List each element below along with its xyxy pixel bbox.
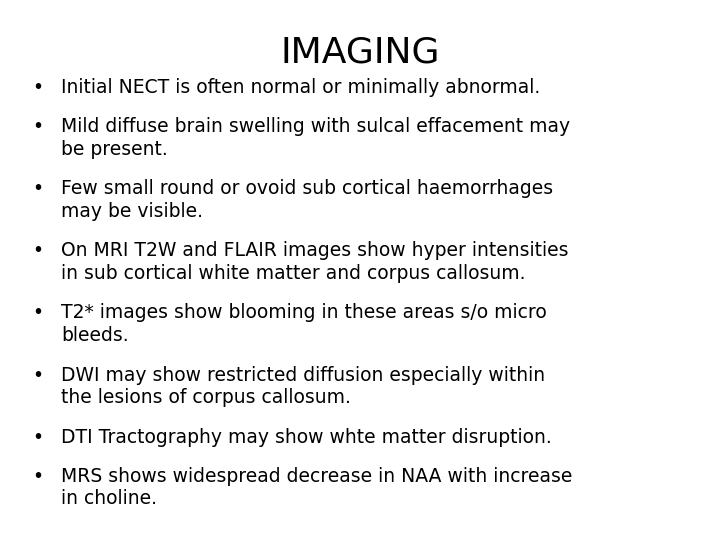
Text: •: • xyxy=(32,78,43,97)
Text: DTI Tractography may show whte matter disruption.: DTI Tractography may show whte matter di… xyxy=(61,428,552,447)
Text: •: • xyxy=(32,467,43,485)
Text: IMAGING: IMAGING xyxy=(280,35,440,69)
Text: •: • xyxy=(32,179,43,198)
Text: On MRI T2W and FLAIR images show hyper intensities
in sub cortical white matter : On MRI T2W and FLAIR images show hyper i… xyxy=(61,241,569,283)
Text: DWI may show restricted diffusion especially within
the lesions of corpus callos: DWI may show restricted diffusion especi… xyxy=(61,366,545,407)
Text: •: • xyxy=(32,241,43,260)
Text: Initial NECT is often normal or minimally abnormal.: Initial NECT is often normal or minimall… xyxy=(61,78,541,97)
Text: •: • xyxy=(32,366,43,384)
Text: MRS shows widespread decrease in NAA with increase
in choline.: MRS shows widespread decrease in NAA wit… xyxy=(61,467,572,508)
Text: •: • xyxy=(32,428,43,447)
Text: •: • xyxy=(32,303,43,322)
Text: •: • xyxy=(32,117,43,136)
Text: T2* images show blooming in these areas s/o micro
bleeds.: T2* images show blooming in these areas … xyxy=(61,303,547,345)
Text: Mild diffuse brain swelling with sulcal effacement may
be present.: Mild diffuse brain swelling with sulcal … xyxy=(61,117,570,159)
Text: Few small round or ovoid sub cortical haemorrhages
may be visible.: Few small round or ovoid sub cortical ha… xyxy=(61,179,554,221)
